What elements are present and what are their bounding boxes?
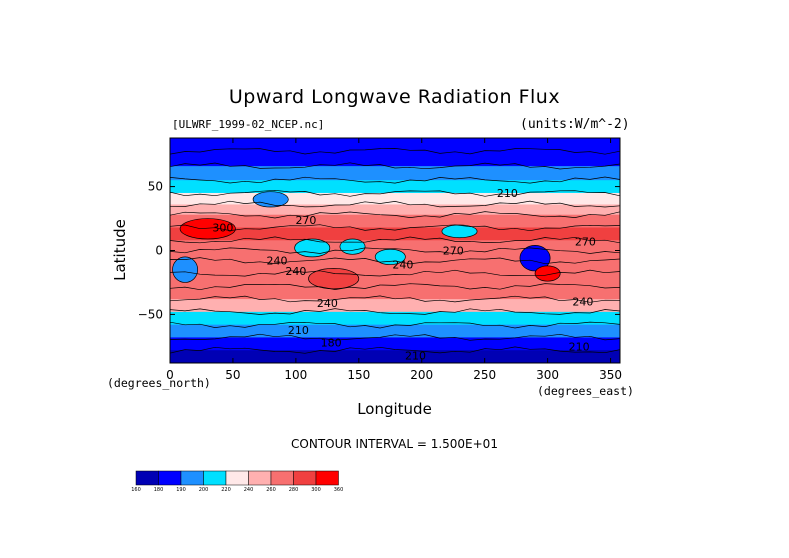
x-tick-label: 150	[347, 368, 370, 382]
heatmap-band	[170, 299, 620, 313]
x-tick-label: 300	[536, 368, 559, 382]
chart-title: Upward Longwave Radiation Flux	[228, 86, 561, 108]
y-tick-label: −50	[138, 307, 163, 321]
colorbar-swatch	[315, 470, 339, 486]
heatmap-band	[170, 324, 620, 338]
heatmap-feature	[441, 224, 478, 239]
x-axis-label: Longitude	[357, 400, 432, 418]
contour-label: 210	[569, 340, 590, 353]
x-tick-label: 100	[284, 368, 307, 382]
y-tick-label: 50	[148, 180, 163, 194]
colorbar-swatch	[158, 470, 182, 486]
contour-line	[170, 257, 620, 265]
contour-label: 240	[266, 255, 287, 268]
contour-label: 270	[443, 245, 464, 258]
contour-line	[170, 162, 620, 170]
contour-label: 240	[572, 296, 593, 309]
contour-label: 270	[295, 214, 316, 227]
contour-label: 180	[321, 337, 342, 350]
contour-line	[170, 295, 620, 303]
heatmap-feature	[534, 265, 561, 282]
contour-line	[170, 283, 620, 291]
contour-line	[170, 200, 620, 208]
colorbar-label: 360	[334, 487, 344, 493]
heatmap-band	[170, 166, 620, 181]
heatmap-band	[170, 180, 620, 194]
heatmap-feature	[172, 256, 199, 283]
contour-line	[170, 308, 620, 315]
contour-label: 210	[405, 349, 426, 362]
x-unit-label: (degrees_north)	[107, 376, 211, 390]
contour-label: 240	[392, 259, 413, 272]
contour-line	[170, 333, 620, 341]
contour-line	[170, 211, 620, 219]
heatmap-band	[170, 240, 620, 251]
contour-label: 210	[288, 324, 309, 337]
x-tick-label: 250	[473, 368, 496, 382]
heatmap-band	[170, 350, 620, 363]
source-file-label: [ULWRF_1999-02_NCEP.nc]	[172, 118, 325, 131]
x-tick-label: 200	[410, 368, 433, 382]
heatmap-feature	[308, 268, 360, 290]
heatmap-band	[170, 192, 620, 205]
colorbar-label: 300	[311, 487, 321, 493]
contour-line	[170, 224, 620, 232]
contour-line	[170, 189, 620, 197]
colorbar-label: 240	[244, 487, 254, 493]
x2-unit-label: (degrees_east)	[537, 384, 634, 398]
colorbar-label: 190	[176, 487, 186, 493]
colorbar-label: 280	[289, 487, 299, 493]
colorbar-label: 160	[131, 487, 141, 493]
y-tick-label: 0	[155, 244, 163, 258]
x-tick-label: 0	[166, 368, 174, 382]
contour-label: 240	[317, 297, 338, 310]
contour-line	[170, 176, 620, 184]
contour-line	[170, 321, 620, 329]
colorbar: 160 180 190 200 220 240 260 280 300 360	[131, 470, 344, 493]
colorbar-label: 200	[199, 487, 209, 493]
heatmap-feature	[179, 218, 236, 240]
x-tick-label: 50	[225, 368, 240, 382]
colorbar-swatch	[225, 470, 249, 486]
axes: 0 50 100 150 200 250 300 350 50 0 −50	[138, 138, 622, 382]
heatmap-band	[170, 311, 620, 326]
colorbar-label: 180	[154, 487, 164, 493]
colorbar-swatch	[293, 470, 317, 486]
contour-interval-text: CONTOUR INTERVAL = 1.500E+01	[291, 437, 498, 451]
heatmap-feature	[339, 238, 366, 255]
contour-line	[170, 346, 620, 354]
colorbar-label: 220	[221, 487, 231, 493]
contour-line	[170, 247, 620, 255]
heatmap-band	[170, 286, 620, 300]
heatmap-band	[170, 273, 620, 287]
contour-line	[170, 148, 620, 155]
heatmap-feature	[519, 245, 551, 272]
heatmap-band	[170, 150, 620, 167]
colorbar-swatch	[135, 470, 159, 486]
heatmap-band	[170, 214, 620, 228]
heatmap-band	[170, 204, 620, 216]
heatmap-feature	[294, 238, 331, 258]
contour-label: 300	[212, 221, 233, 234]
colorbar-swatch	[180, 470, 204, 486]
heatmap-feature	[374, 248, 406, 265]
contour-label: 240	[285, 265, 306, 278]
heatmap-band	[170, 138, 620, 152]
heatmap-band	[170, 227, 620, 241]
heatmap-feature	[252, 191, 289, 208]
contour-label: 270	[575, 236, 596, 249]
colorbar-swatch	[248, 470, 272, 486]
heatmap-band	[170, 260, 620, 275]
colorbar-swatch	[203, 470, 227, 486]
contour-line	[170, 236, 620, 244]
units-label: (units:W/m^-2)	[520, 117, 630, 132]
colorbar-label: 260	[266, 487, 276, 493]
contour-label: 210	[497, 187, 518, 200]
x-tick-label: 350	[599, 368, 622, 382]
colorbar-swatch	[270, 470, 294, 486]
contour-line	[170, 269, 620, 277]
heatmap-band	[170, 337, 620, 351]
